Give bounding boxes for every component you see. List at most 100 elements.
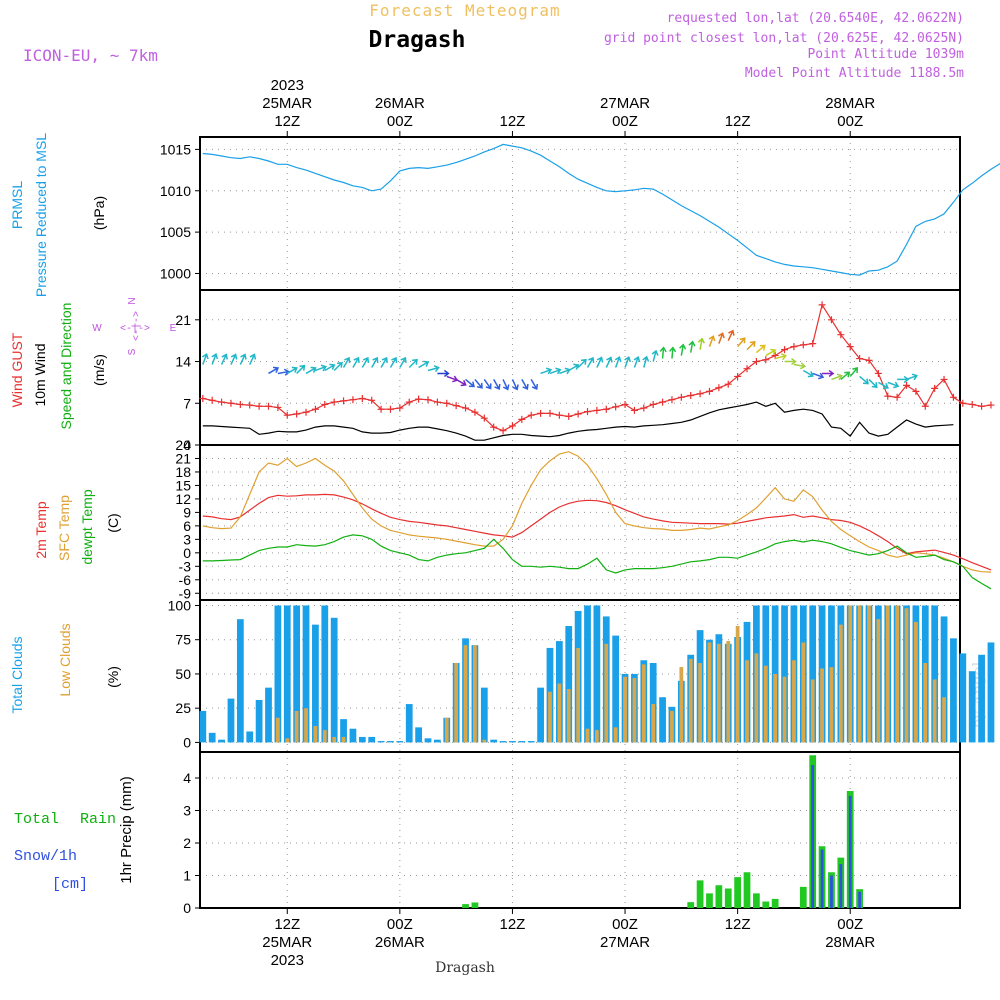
gust-marker <box>893 393 901 401</box>
precip-label-total: Total <box>14 811 59 828</box>
bottom-time-label: 25MAR <box>262 934 312 951</box>
low-cloud-bar <box>276 717 280 743</box>
low-cloud-bar <box>482 739 487 743</box>
wind-arrow <box>549 367 562 375</box>
wind-arrow <box>333 361 343 372</box>
low-cloud-bar <box>304 708 308 743</box>
low-cloud-bar <box>914 621 918 743</box>
gust-marker <box>762 356 770 364</box>
grid-point-coords: grid point closest lon,lat (20.625E, 42.… <box>604 31 964 46</box>
compass-east: E <box>170 323 177 334</box>
wind-arrow <box>669 346 677 359</box>
gust-marker <box>321 400 329 408</box>
top-time-label: 12Z <box>274 113 300 130</box>
temperature-series-0 <box>202 493 992 571</box>
gust-marker <box>837 331 845 339</box>
low-cloud-bar <box>810 679 815 743</box>
wind-arrow <box>511 379 519 391</box>
model-altitude: Model Point Altitude 1188.5m <box>745 66 964 81</box>
compass-rose: N S W E <-|-><-|-> <box>92 297 176 355</box>
point-altitude: Point Altitude 1039m <box>807 47 964 62</box>
wind-arrow <box>389 356 398 368</box>
low-cloud-bar <box>463 645 468 743</box>
low-cloud-bar <box>923 662 928 743</box>
low-cloud-bar <box>285 738 290 743</box>
panel-label: (hPa) <box>91 196 107 230</box>
low-cloud-bar <box>585 728 590 743</box>
total-cloud-bar <box>959 653 967 743</box>
gust-marker <box>396 404 404 412</box>
gust-marker <box>246 401 254 409</box>
total-cloud-bar <box>537 687 544 743</box>
total-cloud-bar <box>978 654 985 743</box>
total-cloud-bar <box>349 728 357 743</box>
gust-marker <box>931 384 939 392</box>
low-cloud-bar <box>332 736 337 743</box>
wind-arrow <box>352 356 360 368</box>
gust-marker <box>978 402 986 410</box>
low-cloud-bar <box>576 647 580 743</box>
series-line <box>202 493 992 571</box>
total-cloud-bar <box>340 719 347 743</box>
wind-arrow <box>642 355 650 368</box>
top-time-label: 00Z <box>612 113 638 130</box>
rain-bar <box>696 880 704 908</box>
low-cloud-bar <box>548 691 552 743</box>
wind-arrow <box>380 356 388 368</box>
wind-arrow <box>277 368 290 376</box>
compass-horizontal: <-|-> <box>120 323 150 335</box>
top-time-label: 27MAR <box>600 95 650 112</box>
panel-label: Pressure Reduced to MSL <box>33 133 49 297</box>
gust-marker <box>752 358 760 366</box>
snow-bar <box>848 795 852 908</box>
y-tick-label: 6 <box>183 518 191 534</box>
wind-arrow <box>408 358 418 369</box>
wind-arrow <box>784 357 797 366</box>
bottom-time-label: 28MAR <box>825 934 875 951</box>
gust-marker <box>649 400 657 408</box>
y-tick-label: 0 <box>183 900 191 916</box>
wind-arrow <box>859 375 869 385</box>
total-cloud-bar <box>302 605 310 743</box>
wind-arrow <box>201 353 209 365</box>
gust-marker <box>734 372 742 380</box>
gust-marker <box>724 380 732 388</box>
rain-bar <box>753 893 760 908</box>
total-cloud-bar <box>274 605 282 743</box>
total-cloud-bar <box>246 731 254 743</box>
y-tick-label: 9 <box>183 504 191 520</box>
low-cloud-bar <box>595 730 599 743</box>
low-cloud-bar <box>651 704 656 743</box>
low-cloud-bar <box>716 643 721 743</box>
y-tick-label: 7 <box>183 395 191 411</box>
gust-marker <box>274 403 282 411</box>
low-cloud-bar <box>848 605 853 743</box>
gust-marker <box>546 409 554 417</box>
low-cloud-bar <box>876 619 881 743</box>
y-tick-label: 25 <box>175 700 191 716</box>
y-tick-label: 3 <box>183 531 191 547</box>
panel-label: Speed and Direction <box>58 303 74 430</box>
location-title: Dragash <box>369 27 466 53</box>
panel-label: Low Clouds <box>57 623 73 696</box>
total-cloud-bar <box>649 662 657 743</box>
total-cloud-bar <box>293 605 301 743</box>
wind-arrow <box>427 365 440 373</box>
total-cloud-bar <box>584 605 591 743</box>
total-cloud-bar <box>424 738 432 743</box>
top-time-label: 26MAR <box>375 95 425 112</box>
gust-marker <box>433 398 441 406</box>
forecast-title: Forecast Meteogram <box>369 1 560 20</box>
wind-arrow <box>586 356 595 368</box>
y-tick-label: 18 <box>175 464 191 480</box>
wind-series-1 <box>202 401 954 441</box>
gust-marker <box>565 412 573 420</box>
wind-arrow <box>718 332 725 344</box>
total-cloud-bar <box>283 605 291 743</box>
wind-arrow <box>765 348 777 357</box>
wind-arrow <box>906 373 919 381</box>
wind-arrow <box>361 356 370 368</box>
gust-marker <box>846 343 854 351</box>
total-cloud-bar <box>255 699 263 743</box>
